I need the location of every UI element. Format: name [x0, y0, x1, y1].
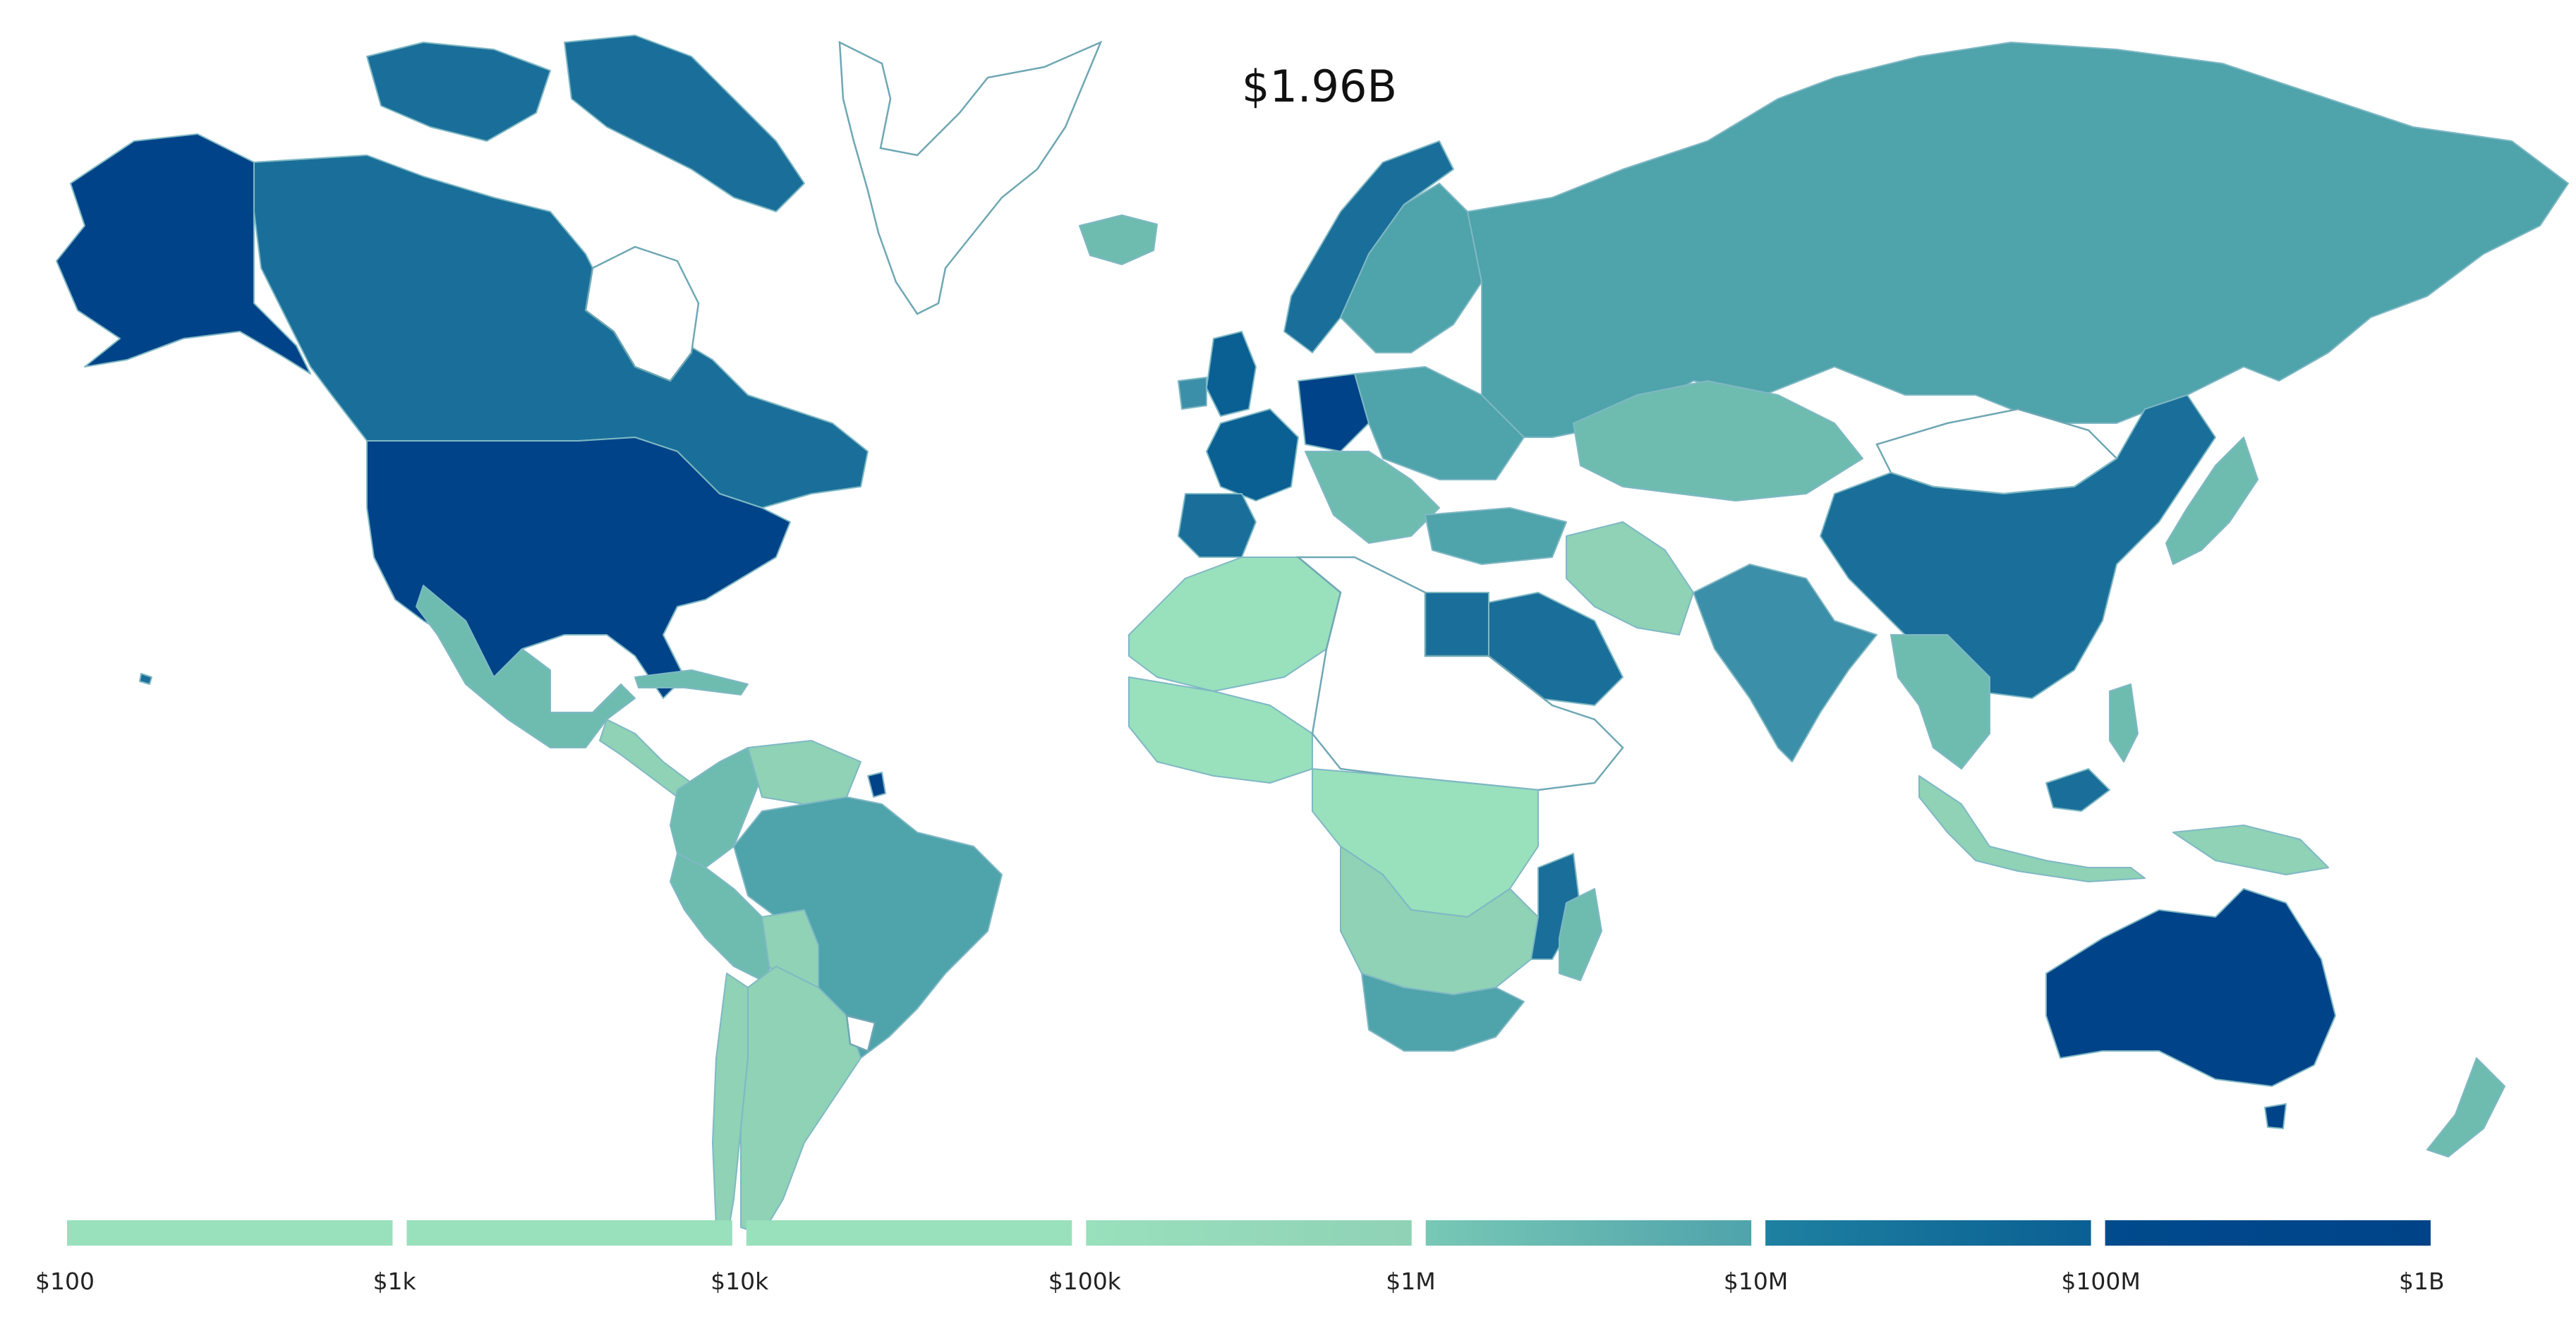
region-uk[interactable]: [1206, 331, 1257, 417]
region-mexico[interactable]: [416, 585, 636, 748]
region-iceland[interactable]: [1079, 214, 1158, 265]
region-egypt[interactable]: [1425, 592, 1489, 657]
region-turkey[interactable]: [1425, 507, 1567, 565]
region-australia[interactable]: [2045, 888, 2336, 1087]
legend-band-5: [1765, 1220, 2091, 1246]
region-canada[interactable]: [253, 154, 869, 509]
region-west-africa[interactable]: [1128, 676, 1313, 784]
legend-band-4: [1425, 1220, 1752, 1246]
region-colombia[interactable]: [670, 747, 763, 868]
region-spain[interactable]: [1178, 493, 1257, 558]
region-papua[interactable]: [2172, 825, 2329, 875]
region-indonesia[interactable]: [1918, 775, 2146, 882]
legend-tick-label: $1B: [2399, 1268, 2445, 1295]
region-venezuela[interactable]: [747, 740, 861, 805]
legend-band-6: [2105, 1220, 2431, 1246]
total-value-label: $1.96B: [1242, 61, 1398, 112]
legend-tick-label: $100k: [1048, 1268, 1121, 1295]
region-new-zealand[interactable]: [2426, 1057, 2505, 1157]
region-hudson-bay: [584, 245, 700, 382]
region-central-america[interactable]: [599, 719, 692, 798]
region-canada-islands[interactable]: [366, 42, 551, 142]
legend-tick-label: $10k: [710, 1268, 769, 1295]
region-sahara-no-data[interactable]: [1295, 556, 1624, 791]
region-india[interactable]: [1693, 564, 1877, 762]
legend-tick-label: $100M: [2061, 1268, 2141, 1295]
region-malaysia[interactable]: [2045, 768, 2110, 812]
region-italy-balkans[interactable]: [1305, 451, 1440, 544]
region-argentina[interactable]: [740, 966, 861, 1235]
region-greenland[interactable]: [838, 40, 1103, 315]
region-canada-islands-2[interactable]: [564, 35, 805, 212]
color-scale-legend: [67, 1220, 2431, 1246]
region-madagascar[interactable]: [1559, 888, 1602, 981]
region-mozambique[interactable]: [1530, 853, 1581, 960]
region-french-guiana[interactable]: [867, 772, 886, 798]
region-philippines[interactable]: [2109, 683, 2139, 762]
region-uruguay[interactable]: [845, 1014, 876, 1052]
region-japan[interactable]: [2165, 437, 2258, 565]
region-france[interactable]: [1206, 408, 1299, 502]
region-tasmania[interactable]: [2264, 1103, 2287, 1129]
legend-band-3: [1086, 1220, 1412, 1246]
legend-tick-label: $10M: [1723, 1268, 1789, 1295]
region-russia[interactable]: [1467, 42, 2569, 438]
region-ireland[interactable]: [1178, 377, 1207, 410]
legend-band-1: [406, 1220, 732, 1246]
region-hawaii[interactable]: [139, 673, 152, 685]
legend-tick-label: $1k: [373, 1268, 416, 1295]
region-morocco-algeria[interactable]: [1128, 557, 1341, 692]
region-cuba[interactable]: [634, 669, 749, 695]
legend-band-0: [67, 1220, 393, 1246]
region-alaska[interactable]: [56, 133, 311, 375]
region-south-africa[interactable]: [1361, 973, 1525, 1052]
region-germany[interactable]: [1298, 373, 1369, 452]
region-iran[interactable]: [1566, 521, 1694, 636]
legend-tick-label: $1M: [1386, 1268, 1436, 1295]
region-southeast-asia[interactable]: [1890, 634, 1990, 770]
legend-band-2: [746, 1220, 1072, 1246]
legend-tick-label: $100: [35, 1268, 95, 1295]
region-kazakhstan[interactable]: [1573, 380, 1863, 502]
